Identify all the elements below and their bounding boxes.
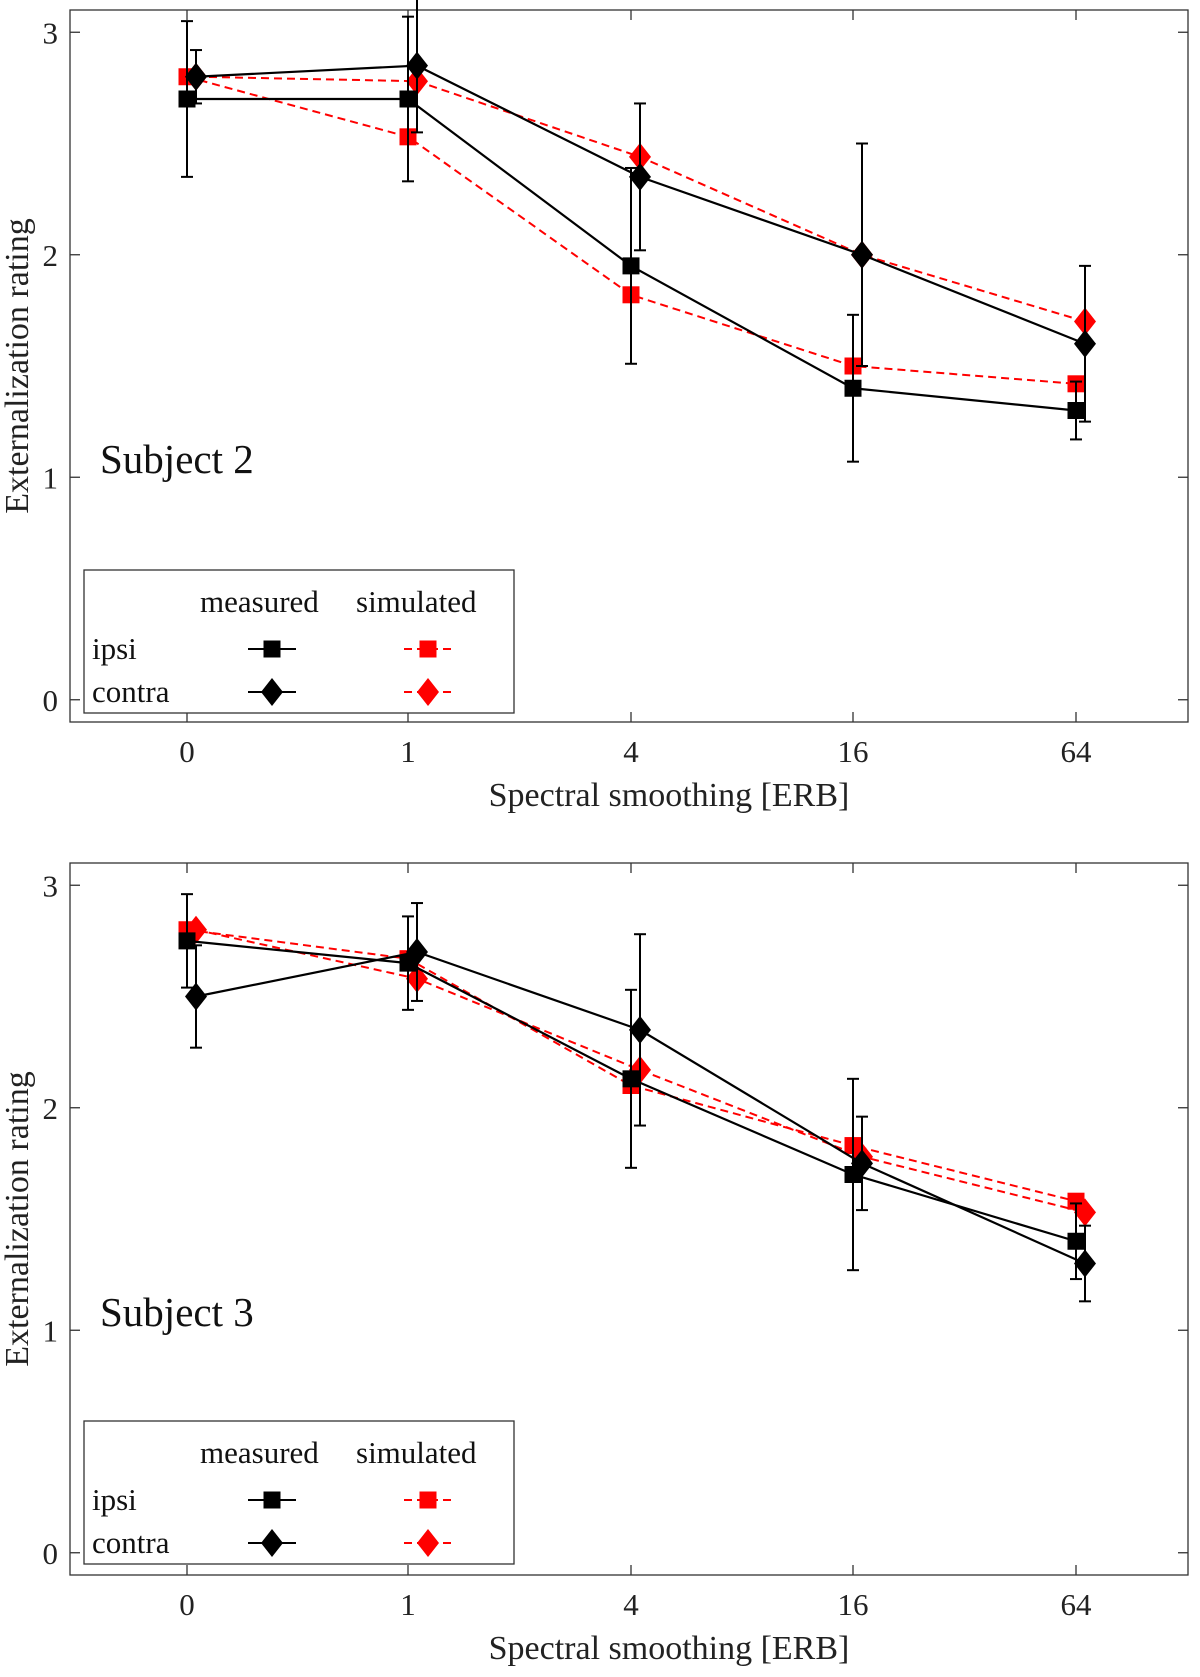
legend-sample-marker bbox=[261, 1529, 283, 1557]
y-tick-label: 0 bbox=[43, 683, 59, 718]
legend-sample-marker bbox=[263, 1491, 281, 1509]
x-tick-label: 0 bbox=[179, 734, 195, 769]
point-contra-measured bbox=[629, 162, 651, 191]
point-contra-measured bbox=[629, 1015, 651, 1044]
panel-label: Subject 3 bbox=[100, 1289, 254, 1335]
point-ipsi-measured bbox=[399, 90, 417, 108]
series-line-ipsi-simulated bbox=[186, 75, 1077, 385]
series-ipsi-measured bbox=[178, 893, 1085, 1281]
x-tick-label: 1 bbox=[400, 734, 416, 769]
point-contra-measured bbox=[1074, 329, 1096, 358]
series-contra-measured bbox=[185, 902, 1096, 1303]
legend-row-ipsi: ipsi bbox=[92, 1482, 137, 1517]
y-tick-label: 2 bbox=[43, 238, 59, 273]
x-tick-label: 4 bbox=[623, 734, 639, 769]
y-tick-label: 3 bbox=[43, 868, 59, 903]
legend-sample-marker bbox=[261, 678, 283, 706]
series-line-contra-simulated bbox=[195, 928, 1086, 1214]
point-contra-measured bbox=[1074, 1249, 1096, 1278]
plot-frame bbox=[69, 862, 1189, 1576]
y-tick-label: 0 bbox=[43, 1536, 59, 1571]
x-tick-label: 16 bbox=[838, 1587, 869, 1622]
point-ipsi-measured bbox=[844, 379, 862, 397]
legend-row-contra: contra bbox=[92, 674, 170, 709]
point-ipsi-measured bbox=[1067, 1232, 1085, 1250]
legend-sample-marker bbox=[419, 640, 437, 658]
x-tick-label: 0 bbox=[179, 1587, 195, 1622]
legend-header-measured: measured bbox=[200, 584, 319, 619]
legend-frame bbox=[83, 1420, 515, 1565]
panel-2: 0 1 2 3 0 1 4 16 64 Spectral smoothing [ERB] Exter… bbox=[0, 862, 1189, 1667]
legend-frame bbox=[83, 569, 515, 714]
point-ipsi-measured bbox=[622, 257, 640, 275]
x-tick-label: 64 bbox=[1061, 734, 1093, 769]
point-contra-measured bbox=[406, 938, 428, 966]
point-contra-measured bbox=[406, 51, 428, 80]
point-contra-measured bbox=[851, 240, 873, 269]
legend-header-simulated: simulated bbox=[356, 584, 477, 619]
y-axis-title: Externalization rating bbox=[0, 1071, 36, 1367]
legend-header-simulated: simulated bbox=[356, 1435, 477, 1470]
legend: measured simulated ipsi contra bbox=[83, 569, 515, 714]
y-tick-label: 3 bbox=[43, 15, 59, 50]
legend-header-measured: measured bbox=[200, 1435, 319, 1470]
point-ipsi-measured bbox=[1067, 402, 1085, 419]
legend-sample-marker bbox=[417, 1529, 439, 1557]
y-tick-label: 1 bbox=[43, 460, 59, 495]
x-axis-title: Spectral smoothing [ERB] bbox=[489, 1630, 850, 1667]
series-ipsi-measured bbox=[178, 15, 1085, 463]
legend-sample-marker bbox=[417, 678, 439, 706]
x-tick-label: 64 bbox=[1061, 1587, 1093, 1622]
x-axis-title: Spectral smoothing [ERB] bbox=[489, 777, 850, 814]
legend-sample-marker bbox=[419, 1491, 437, 1509]
x-tick-label: 1 bbox=[400, 1587, 416, 1622]
series-contra-measured bbox=[185, 0, 1096, 423]
point-contra-measured bbox=[851, 1149, 873, 1178]
point-ipsi-measured bbox=[622, 1070, 640, 1088]
legend-sample-marker bbox=[263, 640, 281, 658]
point-ipsi-measured bbox=[178, 90, 196, 108]
x-tick-label: 4 bbox=[623, 1587, 639, 1622]
y-tick-label: 2 bbox=[43, 1091, 59, 1126]
point-contra-simulated bbox=[1074, 1198, 1096, 1227]
y-axis-title: Externalization rating bbox=[0, 218, 36, 514]
legend-row-ipsi: ipsi bbox=[92, 631, 137, 666]
y-tick-label: 1 bbox=[43, 1313, 59, 1348]
point-ipsi-measured bbox=[178, 932, 196, 950]
series-line-ipsi-simulated bbox=[186, 928, 1077, 1203]
point-contra-measured bbox=[185, 62, 207, 91]
panel-label: Subject 2 bbox=[100, 436, 254, 482]
x-tick-label: 16 bbox=[838, 734, 869, 769]
legend-row-contra: contra bbox=[92, 1525, 170, 1560]
point-contra-measured bbox=[185, 982, 207, 1011]
plot-frame bbox=[69, 9, 1189, 723]
legend: measured simulated ipsi contra bbox=[83, 1420, 515, 1565]
panel-1: 0 1 2 3 0 1 4 16 64 Spectral smoothing [ERB] Exter… bbox=[0, 0, 1189, 814]
